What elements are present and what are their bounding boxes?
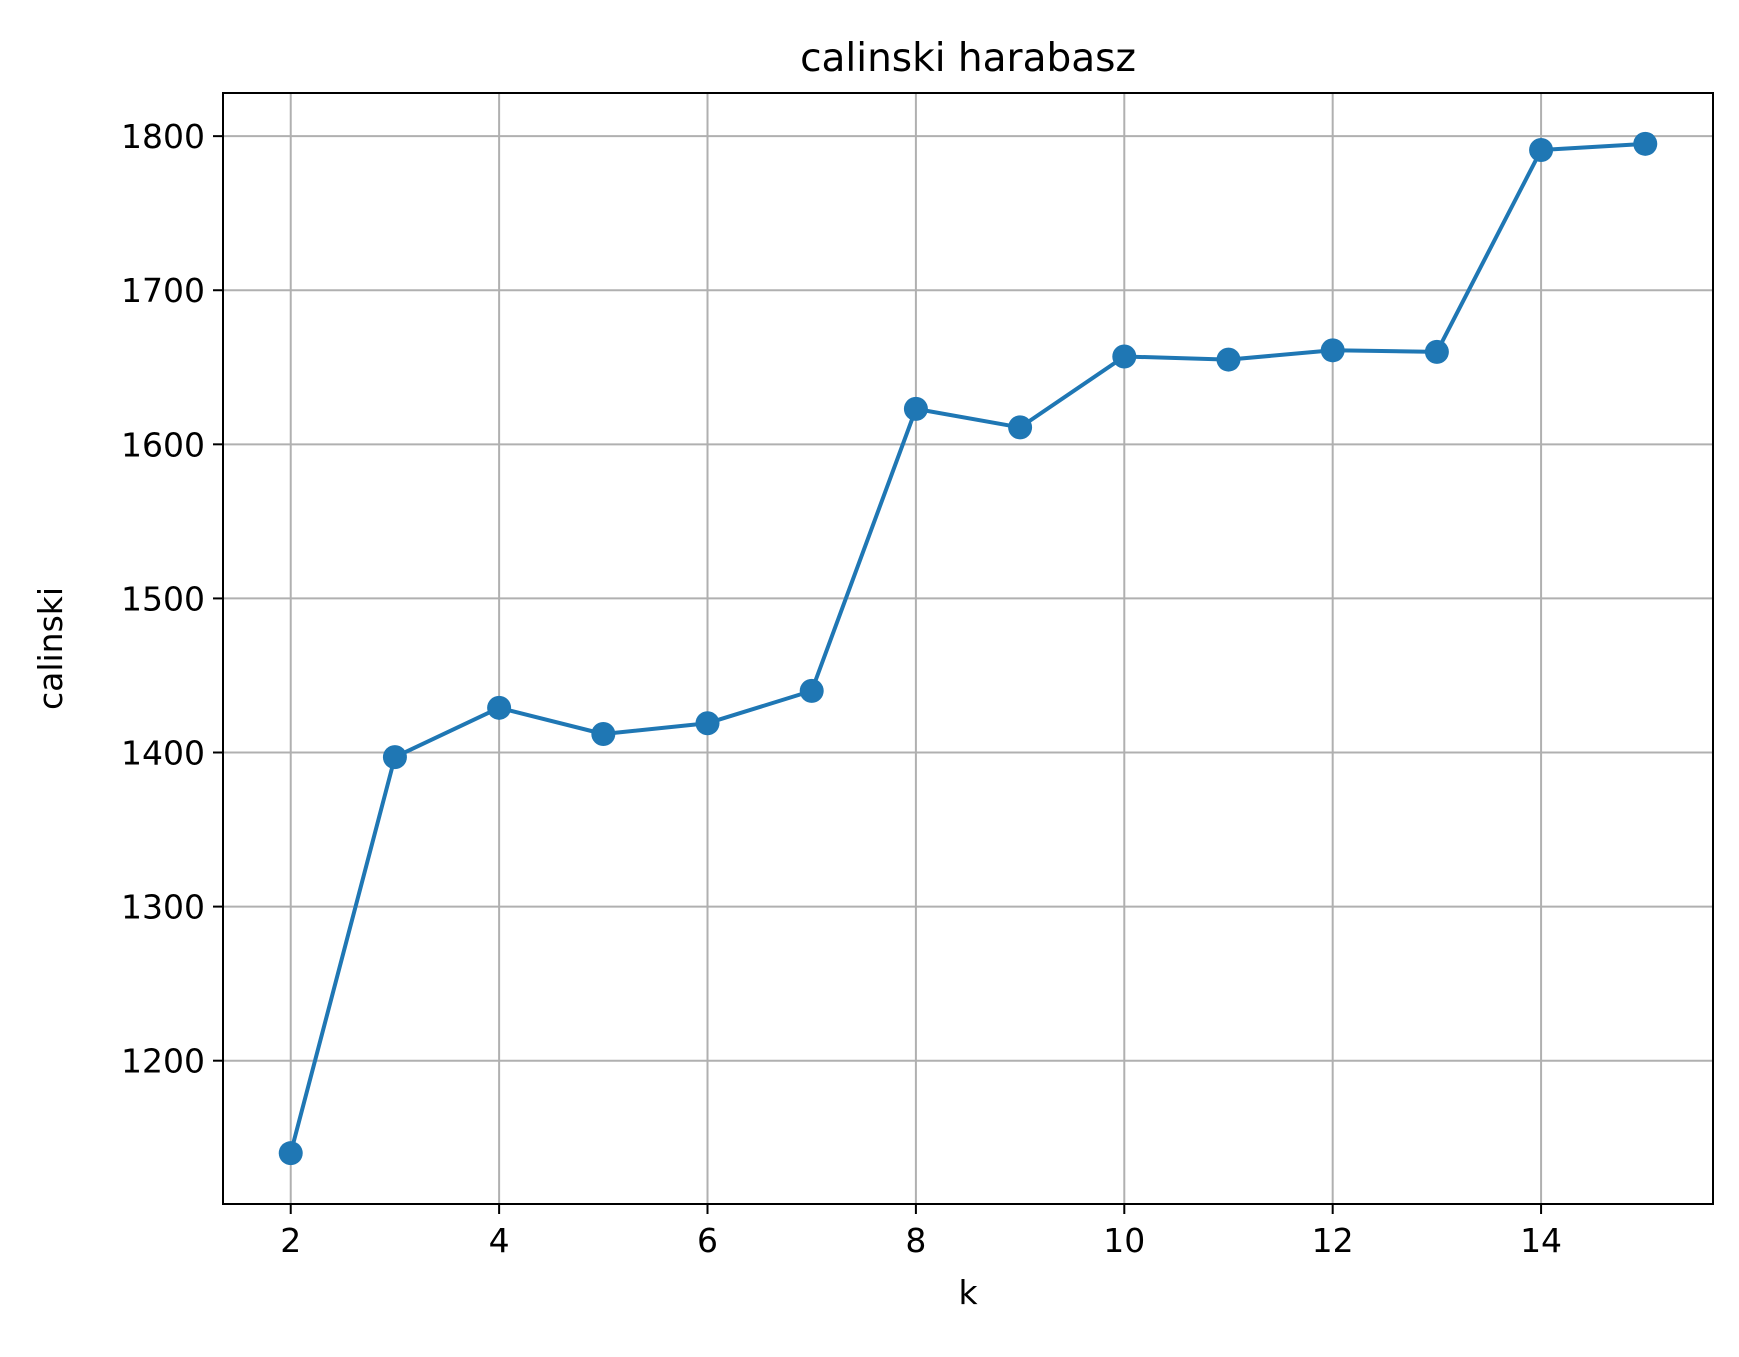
data-point-k2 — [278, 1141, 303, 1166]
y-tick-label-1200: 1200 — [121, 1042, 205, 1081]
x-tick-label-4: 4 — [489, 1221, 510, 1260]
data-point-k8 — [903, 396, 928, 421]
data-point-k5 — [591, 722, 616, 747]
x-tick-label-14: 14 — [1520, 1221, 1562, 1260]
data-point-k13 — [1424, 339, 1449, 364]
plot-frame — [222, 92, 1714, 1205]
x-tick-label-2: 2 — [280, 1221, 301, 1260]
data-point-k4 — [487, 695, 512, 720]
x-tick-label-10: 10 — [1103, 1221, 1145, 1260]
y-tick-label-1600: 1600 — [121, 425, 205, 464]
data-point-k12 — [1320, 338, 1345, 363]
x-tick-label-8: 8 — [905, 1221, 926, 1260]
series-line-0 — [288, 141, 1646, 1154]
y-tick-label-1500: 1500 — [121, 579, 205, 618]
y-tick-label-1400: 1400 — [121, 734, 205, 773]
x-tick-label-6: 6 — [697, 1221, 718, 1260]
data-point-k9 — [1008, 415, 1033, 440]
y-tick-label-1700: 1700 — [121, 271, 205, 310]
data-point-k3 — [382, 745, 407, 770]
x-tick-label-12: 12 — [1312, 1221, 1354, 1260]
chart-title: calinski harabasz — [800, 36, 1136, 81]
series — [278, 131, 1658, 1166]
grid — [223, 93, 1713, 1204]
data-point-k10 — [1112, 344, 1137, 369]
x-axis-ticks: 2 4 6 8 10 12 14 — [280, 1204, 1562, 1260]
data-point-k15 — [1633, 131, 1658, 156]
y-axis-ticks: 1200 1300 1400 1500 1600 1700 1800 — [121, 117, 223, 1081]
data-point-k7 — [799, 678, 824, 703]
x-axis-label: k — [958, 1273, 978, 1312]
y-tick-label-1300: 1300 — [121, 888, 205, 927]
data-point-k6 — [695, 711, 720, 736]
y-axis-label: calinski — [31, 587, 70, 710]
data-point-k11 — [1216, 347, 1241, 372]
data-point-k14 — [1529, 138, 1554, 163]
y-tick-label-1800: 1800 — [121, 117, 205, 156]
